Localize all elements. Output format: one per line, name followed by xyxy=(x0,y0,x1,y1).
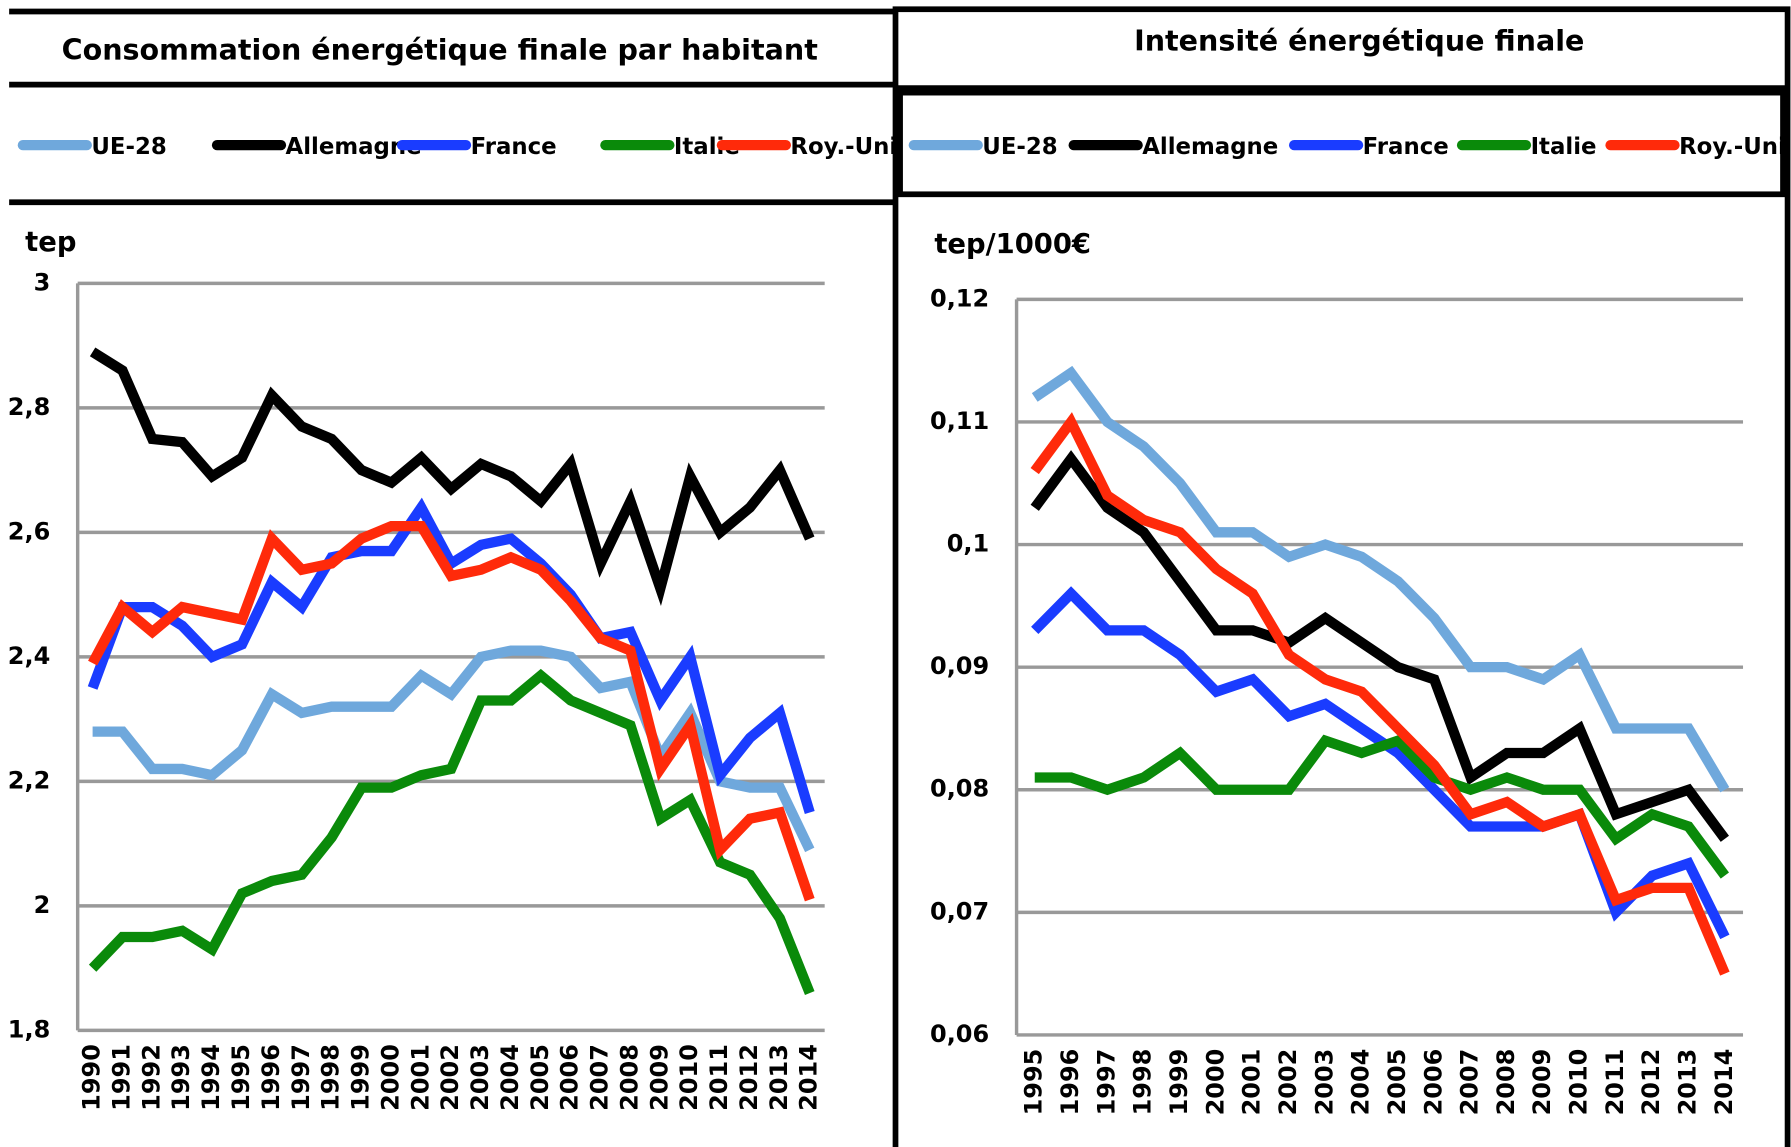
x-tick-label: 1997 xyxy=(287,1044,315,1111)
x-tick-label: 2011 xyxy=(1601,1049,1629,1116)
x-tick-label: 2003 xyxy=(466,1044,494,1111)
x-tick-label: 2010 xyxy=(675,1044,703,1111)
x-tick-label: 2012 xyxy=(735,1044,763,1111)
x-tick-label: 1995 xyxy=(1020,1049,1048,1116)
x-tick-label: 1996 xyxy=(1056,1049,1084,1116)
x-tick-label: 2005 xyxy=(1383,1049,1411,1116)
legend-label: France xyxy=(471,134,557,160)
y-tick-label: 2,4 xyxy=(8,642,50,670)
x-tick-label: 2004 xyxy=(1347,1049,1375,1116)
x-tick-label: 2000 xyxy=(1201,1049,1229,1116)
y-axis-label: tep/1000€ xyxy=(934,229,1091,260)
legend-label: UE-28 xyxy=(982,134,1057,160)
legend-label: France xyxy=(1363,134,1449,160)
y-tick-label: 0,09 xyxy=(930,652,989,680)
x-tick-label: 2012 xyxy=(1637,1049,1665,1116)
y-tick-label: 2,2 xyxy=(8,766,50,794)
x-tick-label: 2009 xyxy=(1528,1049,1556,1116)
y-axis-label: tep xyxy=(25,227,76,258)
y-tick-label: 0,12 xyxy=(930,284,989,312)
y-tick-label: 1,8 xyxy=(8,1015,50,1043)
y-tick-label: 0,1 xyxy=(947,530,989,558)
x-tick-label: 2013 xyxy=(1674,1049,1702,1116)
series-line xyxy=(1031,365,1730,793)
x-tick-label: 2006 xyxy=(1419,1049,1447,1116)
x-tick-label: 1991 xyxy=(107,1044,135,1111)
series-line xyxy=(87,497,815,814)
x-tick-label: 2000 xyxy=(376,1044,404,1111)
x-tick-label: 2007 xyxy=(586,1044,614,1111)
x-tick-label: 1999 xyxy=(1165,1049,1193,1116)
x-tick-label: 1998 xyxy=(317,1044,345,1111)
legend-label: Italie xyxy=(1531,134,1597,160)
legend-label: Roy.-Uni xyxy=(790,134,897,160)
x-tick-label: 2009 xyxy=(645,1044,673,1111)
y-tick-label: 0,06 xyxy=(930,1020,989,1048)
x-tick-label: 1993 xyxy=(167,1044,195,1111)
y-tick-label: 3 xyxy=(34,268,51,296)
series-line xyxy=(1030,412,1730,976)
y-tick-label: 0,07 xyxy=(930,897,989,925)
legend-label: UE-28 xyxy=(91,134,166,160)
y-tick-label: 0,11 xyxy=(930,407,989,435)
x-tick-label: 2001 xyxy=(406,1044,434,1111)
x-tick-label: 1992 xyxy=(137,1044,165,1111)
x-tick-label: 1996 xyxy=(257,1044,285,1111)
frame xyxy=(9,6,1791,1147)
x-tick-label: 2006 xyxy=(556,1044,584,1111)
x-tick-label: 2001 xyxy=(1238,1049,1266,1116)
series-line xyxy=(1034,734,1729,879)
series-line xyxy=(1030,450,1729,842)
x-tick-label: 1999 xyxy=(347,1044,375,1111)
x-tick-label: 2007 xyxy=(1456,1049,1484,1116)
x-tick-label: 2011 xyxy=(705,1044,733,1111)
x-tick-label: 1994 xyxy=(197,1044,225,1111)
series-line xyxy=(88,521,815,902)
legend-label: Allemagne xyxy=(1142,134,1278,160)
x-tick-label: 2003 xyxy=(1310,1049,1338,1116)
chart-title: Consommation énergétique finale par habi… xyxy=(62,33,818,67)
series-line xyxy=(92,645,815,853)
x-tick-label: 2014 xyxy=(795,1044,823,1111)
x-tick-label: 1998 xyxy=(1129,1049,1157,1116)
series-line xyxy=(1031,586,1730,940)
series-line xyxy=(89,347,815,607)
x-tick-label: 2002 xyxy=(1274,1049,1302,1116)
y-tick-label: 2,6 xyxy=(8,517,50,545)
x-tick-label: 2008 xyxy=(1492,1049,1520,1116)
y-tick-label: 2 xyxy=(34,891,51,919)
x-tick-label: 2010 xyxy=(1565,1049,1593,1116)
x-tick-label: 1990 xyxy=(78,1044,106,1111)
x-tick-label: 2013 xyxy=(765,1044,793,1111)
x-tick-label: 1995 xyxy=(227,1044,255,1111)
x-tick-label: 2005 xyxy=(526,1044,554,1111)
series-line xyxy=(88,668,815,995)
legend-label: Roy.-Uni xyxy=(1679,134,1786,160)
x-tick-label: 2004 xyxy=(496,1044,524,1111)
y-tick-label: 0,08 xyxy=(930,775,989,803)
x-tick-label: 2008 xyxy=(615,1044,643,1111)
x-tick-label: 2014 xyxy=(1710,1049,1738,1116)
chart-title: Intensité énergétique finale xyxy=(1134,23,1584,57)
x-tick-label: 2002 xyxy=(436,1044,464,1111)
y-tick-label: 2,8 xyxy=(8,393,50,421)
x-tick-label: 1997 xyxy=(1092,1049,1120,1116)
